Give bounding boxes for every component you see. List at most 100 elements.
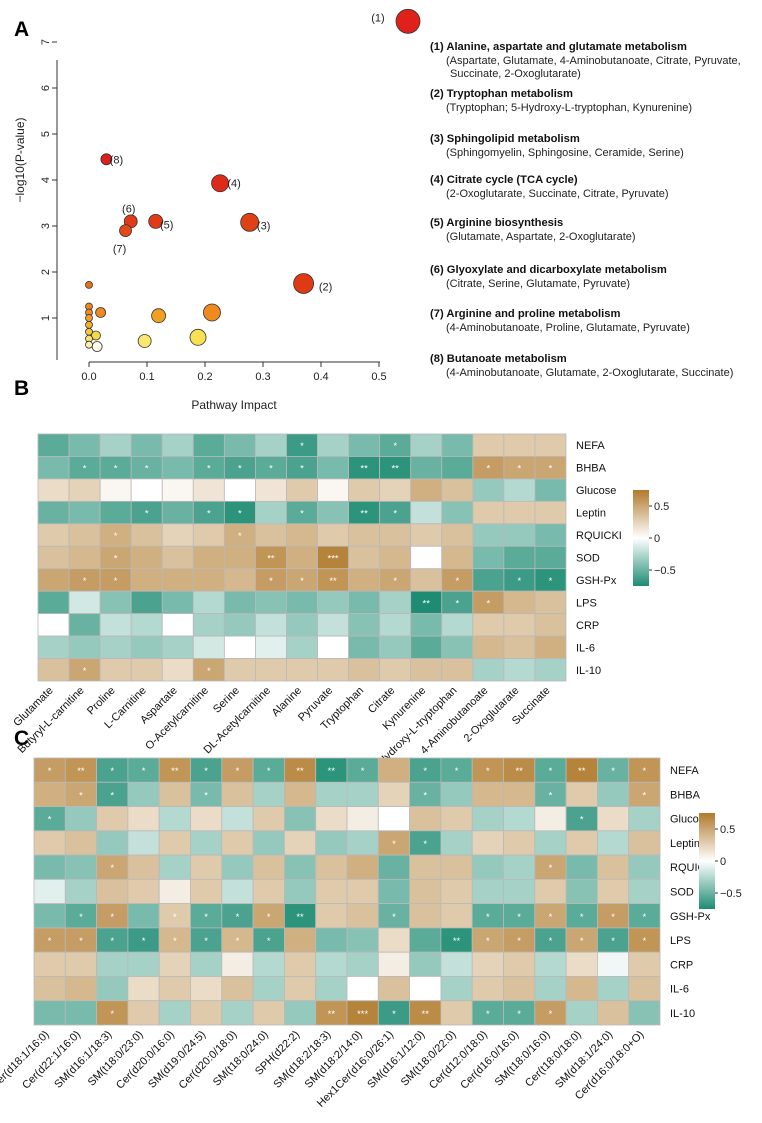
x-tick-label: 0.1 xyxy=(139,371,154,383)
heatmap-cell xyxy=(255,613,287,637)
heatmap-cell xyxy=(410,500,443,525)
heatmap-cell xyxy=(96,903,129,929)
heatmap-cell xyxy=(161,635,194,659)
heatmap-cell xyxy=(68,590,101,615)
heatmap-cell xyxy=(441,635,474,659)
heatmap-cell xyxy=(192,613,225,637)
legend-tick-label: 0.5 xyxy=(654,501,669,513)
heatmap-cell xyxy=(471,854,504,880)
heatmap-cell xyxy=(534,806,567,832)
significance-star: * xyxy=(549,936,553,947)
significance-star: * xyxy=(267,936,271,947)
heatmap-cell xyxy=(472,433,505,457)
significance-star: * xyxy=(392,839,396,850)
heatmap-cell xyxy=(252,903,285,929)
significance-star: * xyxy=(549,790,553,801)
heatmap-cell xyxy=(283,878,317,905)
heatmap-cell xyxy=(37,658,70,682)
pathway-annotation-detail: Succinate, 2-Oxoglutarate) xyxy=(450,68,581,80)
heatmap-cell xyxy=(190,878,223,905)
heatmap-cell xyxy=(472,635,505,659)
heatmap-cell xyxy=(503,658,536,682)
heatmap-cell xyxy=(37,478,70,502)
heatmap-cell xyxy=(503,590,536,615)
significance-star: ** xyxy=(328,766,336,777)
heatmap-cell xyxy=(441,523,474,547)
significance-star: * xyxy=(392,1009,396,1020)
y-tick-label: 2 xyxy=(40,269,52,275)
heatmap-cell xyxy=(315,830,348,856)
heatmap-cell xyxy=(130,523,163,547)
heatmap-cell xyxy=(409,927,442,953)
significance-star: * xyxy=(549,464,553,475)
heatmap-cell xyxy=(96,806,129,832)
significance-star: * xyxy=(79,790,83,801)
significance-star: * xyxy=(517,936,521,947)
heatmap-row-label: CRP xyxy=(670,959,693,971)
heatmap-cell xyxy=(565,1000,598,1026)
heatmap-cell xyxy=(503,854,536,880)
heatmap-cell xyxy=(158,854,191,880)
heatmap-cell xyxy=(37,433,70,457)
heatmap-cell xyxy=(534,951,567,977)
heatmap-cell xyxy=(161,658,194,682)
significance-star: * xyxy=(142,936,146,947)
significance-star: * xyxy=(549,576,553,587)
heatmap-cell xyxy=(410,456,443,480)
heatmap-cell xyxy=(377,927,410,953)
heatmap-cell xyxy=(315,757,348,783)
significance-star: * xyxy=(110,1009,114,1020)
significance-star: * xyxy=(580,912,584,923)
pathway-point-label: (8) xyxy=(110,154,123,166)
significance-star: ** xyxy=(77,766,85,777)
heatmap-cell xyxy=(68,613,101,637)
significance-star: * xyxy=(114,554,118,565)
heatmap-cell xyxy=(410,523,443,547)
heatmap-cell xyxy=(472,523,505,547)
heatmap-cell xyxy=(628,830,661,856)
significance-star: * xyxy=(204,790,208,801)
heatmap-cell xyxy=(127,976,160,1002)
pathway-point xyxy=(137,334,152,348)
heatmap-cell xyxy=(409,830,442,856)
pathway-point xyxy=(85,320,93,329)
pathway-point-label: (3) xyxy=(257,220,270,232)
heatmap-column-label: SM(t18:0/24:0) xyxy=(211,1029,271,1089)
heatmap-cell xyxy=(315,806,348,832)
heatmap-cell xyxy=(33,951,66,977)
significance-star: * xyxy=(300,464,304,475)
pathway-annotation-title: (8) Butanoate metabolism xyxy=(430,353,567,365)
heatmap-cell xyxy=(161,478,194,502)
significance-star: * xyxy=(207,464,211,475)
significance-star: ** xyxy=(423,598,431,609)
heatmap-cell xyxy=(534,635,567,659)
heatmap-cell xyxy=(223,613,256,637)
heatmap-cell xyxy=(534,500,567,525)
heatmap-cell xyxy=(534,613,567,637)
significance-star: * xyxy=(173,936,177,947)
heatmap-row-label: IL-10 xyxy=(576,665,601,677)
heatmap-cell xyxy=(440,781,473,807)
heatmap-cell xyxy=(597,878,630,905)
significance-star: ** xyxy=(422,1009,430,1020)
significance-star: * xyxy=(642,936,646,947)
heatmap-cell xyxy=(33,878,66,905)
heatmap-cell xyxy=(192,635,225,659)
heatmap-cell xyxy=(628,878,661,905)
heatmap-column-label: 2-Oxoglutarate xyxy=(462,685,522,745)
heatmap-cell xyxy=(158,781,191,807)
heatmap-cell xyxy=(127,830,160,856)
heatmap-cell xyxy=(190,854,223,880)
heatmap-cell xyxy=(377,903,410,929)
heatmap-cell xyxy=(503,806,536,832)
significance-star: ** xyxy=(391,464,399,475)
heatmap-cell xyxy=(597,830,630,856)
heatmap-cell xyxy=(377,951,410,977)
heatmap-cell xyxy=(410,658,443,682)
heatmap-cell xyxy=(192,523,225,547)
heatmap-cell xyxy=(130,613,163,637)
color-legend-bar xyxy=(699,813,715,909)
heatmap-cell xyxy=(37,545,70,570)
pathway-annotation-detail: (4-Aminobutanoate, Glutamate, 2-Oxogluta… xyxy=(446,367,733,379)
heatmap-cell xyxy=(33,854,66,880)
